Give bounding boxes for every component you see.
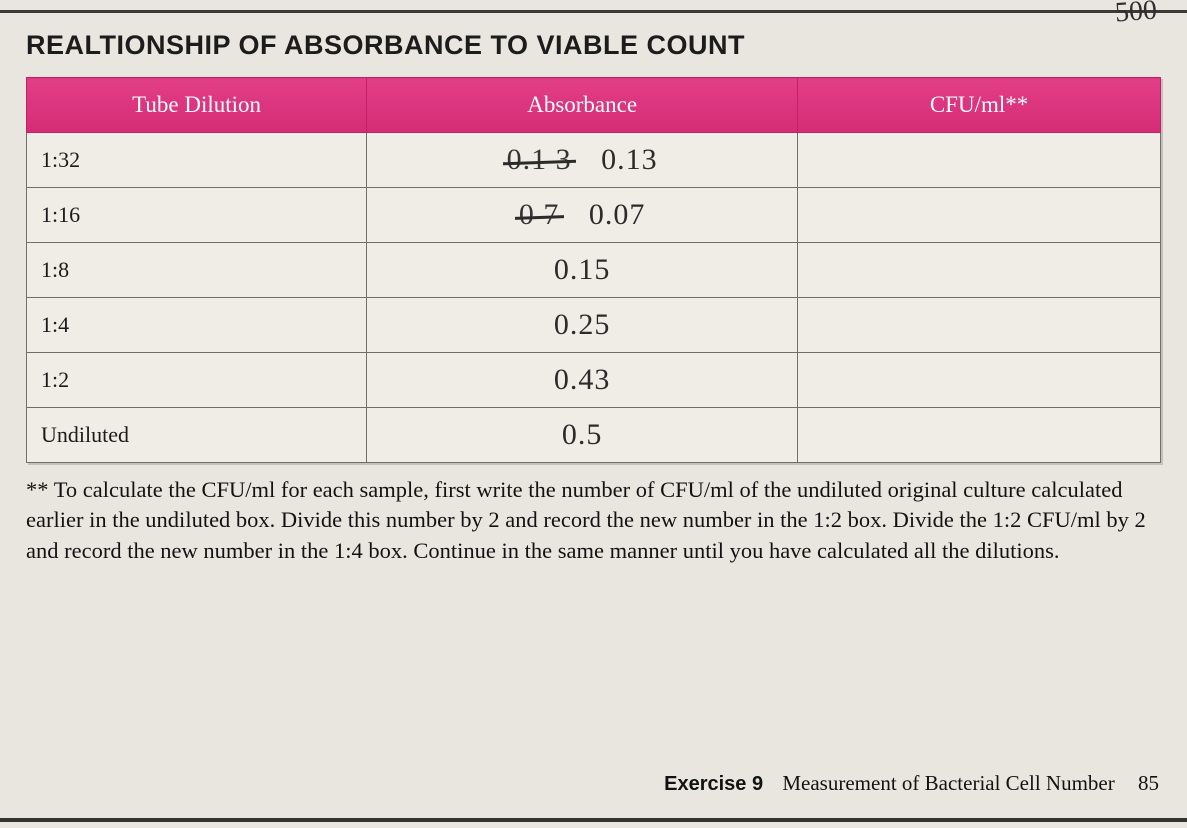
cfu-cell[interactable] [798, 298, 1161, 353]
bottom-border-line [0, 818, 1187, 822]
absorbance-cell: 0.5 [367, 408, 798, 463]
struck-value: 0.1 3 [507, 143, 572, 177]
table-row: Undiluted 0.5 [27, 408, 1161, 463]
col-header-absorbance: Absorbance [367, 78, 798, 133]
absorbance-cell: 0.25 [367, 298, 798, 353]
absorbance-value: 0.07 [589, 198, 646, 232]
dilution-cell: 1:16 [27, 188, 367, 243]
absorbance-cell: 0.15 [367, 243, 798, 298]
absorbance-value: 0.25 [554, 308, 611, 342]
section-title: REALTIONSHIP OF ABSORBANCE TO VIABLE COU… [26, 30, 1161, 61]
struck-value: 0 7 [519, 198, 560, 232]
page-number: 85 [1138, 771, 1159, 795]
table-body: 1:32 0.1 3 0.13 1:16 0 7 0.07 1:8 0.15 [27, 133, 1161, 463]
exercise-title: Measurement of Bacterial Cell Number [782, 771, 1114, 795]
absorbance-value: 0.43 [554, 363, 611, 397]
dilution-cell: Undiluted [27, 408, 367, 463]
absorbance-value: 0.15 [554, 253, 611, 287]
dilution-cell: 1:4 [27, 298, 367, 353]
absorbance-cell: 0 7 0.07 [367, 188, 798, 243]
cfu-cell[interactable] [798, 188, 1161, 243]
table-row: 1:2 0.43 [27, 353, 1161, 408]
top-border-line [0, 10, 1187, 13]
cfu-cell[interactable] [798, 133, 1161, 188]
absorbance-value: 0.13 [601, 143, 658, 177]
absorbance-value: 0.5 [562, 418, 603, 452]
col-header-cfu: CFU/ml** [798, 78, 1161, 133]
table-row: 1:4 0.25 [27, 298, 1161, 353]
table-row: 1:32 0.1 3 0.13 [27, 133, 1161, 188]
footnote-text: ** To calculate the CFU/ml for each samp… [26, 475, 1161, 566]
cfu-cell[interactable] [798, 243, 1161, 298]
worksheet-page: 500 REALTIONSHIP OF ABSORBANCE TO VIABLE… [0, 0, 1187, 828]
exercise-label: Exercise 9 [664, 773, 763, 795]
table-row: 1:16 0 7 0.07 [27, 188, 1161, 243]
dilution-cell: 1:2 [27, 353, 367, 408]
dilution-cell: 1:8 [27, 243, 367, 298]
absorbance-cell: 0.1 3 0.13 [367, 133, 798, 188]
cfu-cell[interactable] [798, 353, 1161, 408]
corner-handwriting: 500 [1114, 0, 1158, 29]
page-footer: Exercise 9 Measurement of Bacterial Cell… [664, 771, 1159, 796]
absorbance-cell: 0.43 [367, 353, 798, 408]
col-header-dilution: Tube Dilution [27, 78, 367, 133]
table-row: 1:8 0.15 [27, 243, 1161, 298]
absorbance-table: Tube Dilution Absorbance CFU/ml** 1:32 0… [26, 77, 1161, 463]
cfu-cell[interactable] [798, 408, 1161, 463]
dilution-cell: 1:32 [27, 133, 367, 188]
table-header-row: Tube Dilution Absorbance CFU/ml** [27, 78, 1161, 133]
